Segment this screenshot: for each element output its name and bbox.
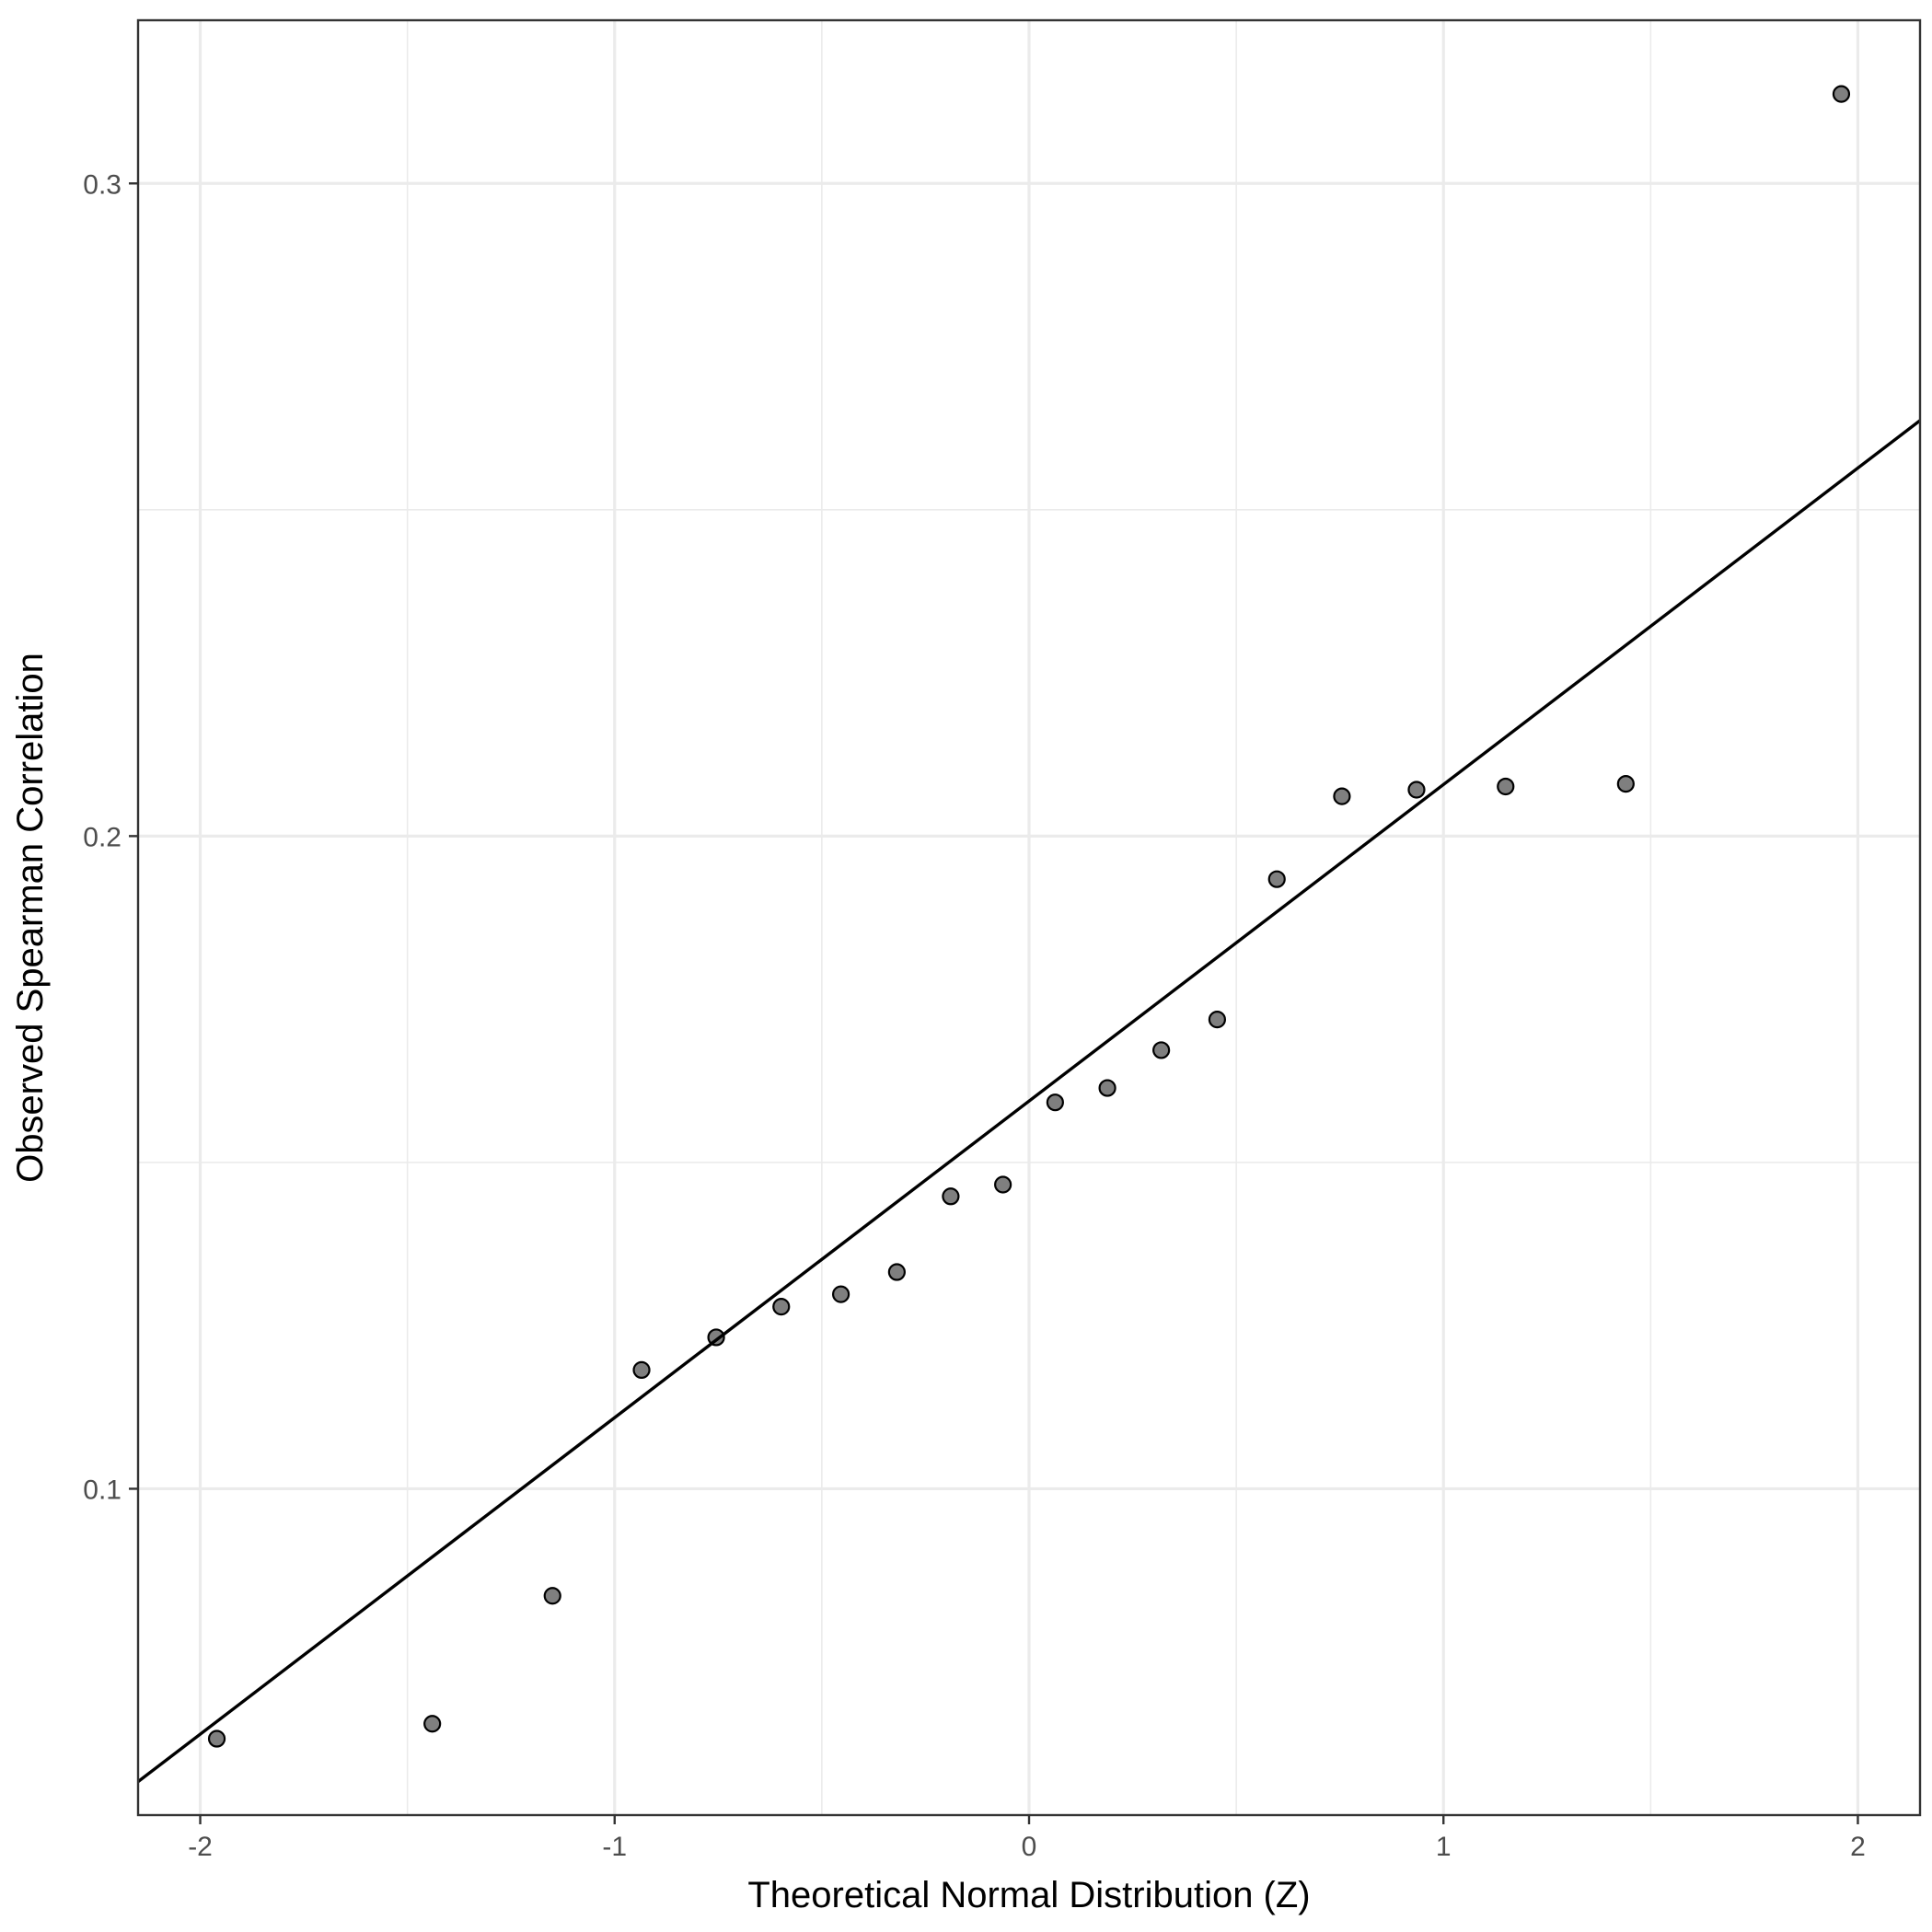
data-point (207, 1730, 226, 1748)
data-point (632, 1360, 651, 1380)
data-point (1407, 781, 1426, 799)
y-tick-label: 0.1 (83, 1475, 121, 1505)
data-point (1616, 775, 1635, 793)
x-tick-label: 2 (1850, 1832, 1866, 1862)
y-tick-label: 0.3 (83, 169, 121, 200)
y-axis-title: Observed Spearman Correlation (10, 653, 51, 1183)
data-point (1208, 1011, 1227, 1029)
data-point (1832, 85, 1851, 103)
data-point (1497, 777, 1515, 796)
data-point (887, 1263, 906, 1281)
data-point (1333, 787, 1351, 805)
data-point (1267, 870, 1286, 888)
x-tick-label: -1 (602, 1832, 627, 1862)
data-point (423, 1715, 442, 1733)
data-point (543, 1587, 561, 1605)
x-tick-label: 0 (1022, 1832, 1037, 1862)
y-tick-label: 0.2 (83, 822, 121, 852)
x-tick-label: -2 (188, 1832, 213, 1862)
data-point (772, 1298, 791, 1316)
x-tick-label: 1 (1436, 1832, 1452, 1862)
major-gridlines (138, 20, 1920, 1815)
data-point (994, 1175, 1012, 1194)
data-point (942, 1187, 960, 1206)
qq-reference-line (138, 419, 1920, 1784)
data-point (1046, 1093, 1064, 1112)
y-axis: 0.1 0.2 0.3 (83, 169, 138, 1505)
data-point (1098, 1079, 1116, 1097)
data-point (707, 1328, 725, 1347)
data-points (207, 85, 1851, 1748)
data-point (831, 1285, 850, 1303)
reference-line-layer (138, 419, 1920, 1784)
data-point (1152, 1041, 1171, 1059)
x-axis-title: Theoretical Normal Distribution (Z) (747, 1875, 1310, 1915)
x-axis: -2 -1 0 1 2 (188, 1815, 1866, 1862)
